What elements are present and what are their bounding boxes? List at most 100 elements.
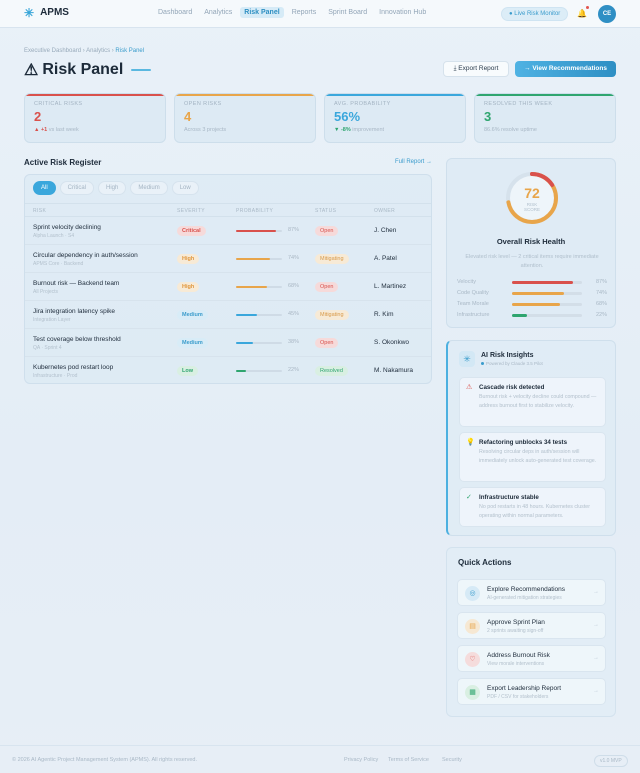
footer-link-privacy[interactable]: Privacy Policy [344, 757, 379, 763]
clipboard-icon: ▤ [465, 619, 480, 634]
risk-name: Circular dependency in auth/session [33, 252, 138, 259]
heart-icon: ♡ [465, 652, 480, 667]
health-metric-value: 22% [595, 312, 607, 318]
full-report-link[interactable]: Full Report → [395, 159, 433, 165]
probability-value: 74% [288, 255, 300, 261]
filter-chip-low[interactable]: Low [171, 181, 199, 195]
quick-action-subtitle: 2 sprints awaiting sign-off [487, 628, 544, 634]
export-report-label: Export Report [458, 65, 499, 72]
export-report-button[interactable]: ⤓ Export Report [443, 61, 509, 77]
nav-link-sprint-board[interactable]: Sprint Board [328, 9, 368, 16]
risk-owner: M. Nakamura [374, 367, 414, 374]
health-metric-bar [512, 281, 582, 284]
warning-icon: ⚠ [466, 384, 473, 391]
risk-score-ring: 72 RISK SCORE [504, 170, 560, 226]
stat-label: RESOLVED THIS WEEK [484, 101, 553, 107]
risk-project: Integration Layer [33, 317, 71, 323]
notification-bell-icon[interactable]: 🔔 [577, 6, 589, 19]
probability-bar [236, 286, 282, 288]
probability-bar-fill [236, 230, 277, 232]
risk-owner: S. Okonkwo [374, 339, 410, 346]
risk-health-card: 72 RISK SCORE Overall Risk Health Elevate… [446, 158, 616, 328]
status-badge: Open [315, 338, 339, 348]
table-row[interactable]: Sprint velocity declining Alpha Launch · … [25, 217, 431, 245]
table-row[interactable]: Circular dependency in auth/session APMS … [25, 245, 431, 273]
filter-chip-all[interactable]: All [33, 181, 56, 195]
health-metric-label: Code Quality [457, 290, 489, 296]
status-badge: Open [315, 226, 339, 236]
page-title-text: Risk Panel [42, 61, 124, 78]
quick-action-title: Explore Recommendations [487, 586, 566, 593]
nav-link-innovation-hub[interactable]: Innovation Hub [379, 9, 427, 16]
risk-owner: A. Patel [374, 255, 397, 262]
target-icon: ◎ [465, 586, 480, 601]
health-metric-bar-fill [512, 292, 564, 295]
probability-bar-fill [236, 370, 247, 372]
nav-link-dashboard[interactable]: Dashboard [158, 9, 193, 16]
risk-owner: J. Chen [374, 227, 397, 234]
severity-badge: High [177, 254, 200, 264]
quick-action-item[interactable]: ◎ Explore Recommendations AI-generated mit… [457, 579, 606, 606]
severity-filters: All Critical High Medium Low [33, 181, 199, 195]
app-logo[interactable]: ✳ APMS [24, 7, 69, 19]
quick-action-title: Approve Sprint Plan [487, 619, 545, 626]
risk-name: Jira integration latency spike [33, 308, 116, 315]
stat-card: OPEN RISKS 4 Across 3 projects [174, 93, 316, 143]
probability-bar-fill [236, 314, 257, 316]
insight-card[interactable]: ⚠ Cascade risk detected Burnout risk + vel… [459, 377, 606, 427]
nav-link-analytics[interactable]: Analytics [204, 9, 233, 16]
filter-chip-medium[interactable]: Medium [130, 181, 168, 195]
health-metric-row: Code Quality 74% [457, 289, 607, 299]
insight-card[interactable]: 💡 Refactoring unblocks 34 tests Resolving … [459, 432, 606, 482]
insight-card[interactable]: ✓ Infrastructure stable No pod restarts in… [459, 487, 606, 527]
health-metric-value: 74% [595, 290, 607, 296]
nav-links: Dashboard Analytics Risk Panel Reports S… [154, 7, 434, 18]
insight-description: Burnout risk + velocity decline could co… [479, 394, 597, 409]
quick-action-item[interactable]: ▦ Export Leadership Report PDF / CSV for s… [457, 678, 606, 705]
health-metric-bar [512, 292, 582, 295]
probability-value: 38% [288, 339, 300, 345]
quick-action-item[interactable]: ♡ Address Burnout Risk View morale interve… [457, 645, 606, 672]
table-row[interactable]: Jira integration latency spike Integratio… [25, 301, 431, 329]
severity-badge: Medium [177, 310, 208, 320]
document-icon: ▦ [465, 685, 480, 700]
breadcrumb-item[interactable]: Analytics [86, 48, 111, 54]
download-icon: ⤓ [453, 65, 459, 72]
quick-action-item[interactable]: ▤ Approve Sprint Plan 2 sprints awaiting s… [457, 612, 606, 639]
probability-bar [236, 370, 282, 372]
footer-link-terms[interactable]: Terms of Service [388, 757, 429, 763]
footer-link-security[interactable]: Security [442, 757, 462, 763]
table-row[interactable]: Burnout risk — Backend team All Projects H… [25, 273, 431, 301]
nav-link-risk-panel[interactable]: Risk Panel [240, 7, 284, 18]
stat-card: RESOLVED THIS WEEK 3 86.6% resolve uptime [474, 93, 616, 143]
filter-chip-critical[interactable]: Critical [59, 181, 95, 195]
probability-bar [236, 342, 282, 344]
insight-description: Resolving circular deps in auth/session … [479, 449, 597, 464]
breadcrumb-item[interactable]: Executive Dashboard [24, 48, 82, 54]
risk-project: APMS Core · Backend [33, 261, 84, 267]
page-title: ⚠ Risk Panel [24, 60, 152, 80]
probability-bar [236, 258, 282, 260]
filter-chip-high[interactable]: High [98, 181, 127, 195]
probability-value: 68% [288, 283, 300, 289]
status-badge: Mitigating [315, 310, 349, 320]
column-header-owner: OWNER [374, 208, 396, 214]
health-metric-label: Infrastructure [457, 312, 490, 318]
quick-actions-title: Quick Actions [458, 558, 512, 567]
insight-title: Cascade risk detected [479, 384, 545, 391]
avatar[interactable]: CE [598, 5, 616, 23]
table-row[interactable]: Test coverage below threshold QA · Sprint… [25, 329, 431, 357]
live-risk-monitor-button[interactable]: ● Live Risk Monitor [501, 7, 569, 21]
status-badge: Resolved [315, 366, 348, 376]
chevron-right-icon: → [593, 622, 599, 628]
notification-dot [586, 6, 589, 9]
footer: © 2026 AI Agentic Project Management Sys… [0, 745, 640, 773]
top-nav: ✳ APMS Dashboard Analytics Risk Panel Re… [0, 0, 640, 28]
stat-delta: ▼ -8% [334, 127, 351, 133]
view-recommendations-button[interactable]: → View Recommendations [515, 61, 616, 77]
nav-link-reports[interactable]: Reports [291, 9, 317, 16]
table-row[interactable]: Kubernetes pod restart loop Infrastructur… [25, 357, 431, 385]
quick-action-title: Export Leadership Report [487, 685, 562, 692]
health-metric-label: Team Morale [457, 301, 489, 307]
chevron-right-icon: → [593, 688, 599, 694]
